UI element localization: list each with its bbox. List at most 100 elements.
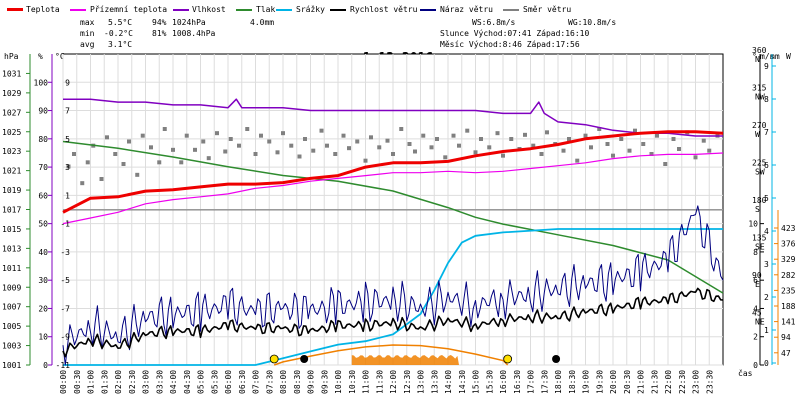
- pressure-unit: hPa: [4, 52, 19, 61]
- humidity-tick-label: 20: [38, 304, 48, 313]
- temperature-unit: °C: [55, 52, 65, 61]
- wind-direction-point: [509, 137, 514, 141]
- wind-speed-tick-label: 8: [753, 248, 758, 257]
- wind-direction-point: [545, 130, 549, 135]
- legend-label-naraz-vetru: Náraz větru: [440, 5, 493, 14]
- wind-direction-point: [575, 158, 580, 163]
- wind-dir-tick-dir: N: [755, 55, 760, 64]
- stat-avg-temp: 3.1°C: [108, 40, 132, 49]
- wind-direction-point: [363, 158, 368, 163]
- wind-direction-point: [377, 145, 382, 150]
- wind-direction-point: [391, 152, 395, 156]
- wind-dir-tick-label: 45: [752, 309, 762, 318]
- moonset-marker: [552, 355, 561, 363]
- wind-direction-point: [66, 164, 71, 169]
- stat-min-temp: -0.2°C: [104, 29, 133, 38]
- wind-direction-point: [473, 150, 478, 155]
- wind-direction-point: [539, 152, 544, 156]
- events-layer: [269, 354, 561, 364]
- wind-direction-point: [105, 135, 109, 140]
- wind-direction-point: [663, 162, 668, 166]
- wind-direction-point: [193, 147, 197, 152]
- solar-tick-label: 235: [781, 286, 796, 295]
- x-tick-label: 01:00: [87, 370, 96, 394]
- legend-item-prizemni-teplota: Přízemní teplota: [70, 5, 167, 14]
- x-tick-label: 06:30: [238, 370, 247, 394]
- wind-direction-point: [627, 148, 632, 153]
- pressure-tick-label: 1031: [2, 69, 21, 78]
- rain-tick-label: 9: [764, 62, 769, 71]
- rain-unit: mm: [770, 52, 780, 61]
- wind-direction-point: [561, 148, 566, 153]
- legend: Teplota Přízemní teplota Vlhkost Tlak Sr…: [7, 5, 571, 14]
- x-tick-label: 23:00: [692, 370, 701, 394]
- legend-item-smer-vetru: Směr větru: [503, 5, 571, 14]
- wind-direction-point: [149, 145, 153, 150]
- wind-dir-tick-label: 270: [752, 121, 767, 130]
- wind-direction-point: [655, 133, 659, 138]
- wind-direction-point: [162, 127, 167, 131]
- humidity-tick-label: 100: [34, 78, 49, 87]
- pressure-tick-label: 1001: [2, 361, 21, 370]
- wind-dir-unit: °: [752, 52, 757, 61]
- x-tick-label: 10:00: [334, 370, 343, 394]
- x-tick-label: 12:30: [403, 370, 412, 394]
- wind-dir-tick-label: 315: [752, 84, 767, 93]
- legend-item-vlhkost: Vlhkost: [173, 5, 226, 14]
- temperature-tick-label: -11: [56, 361, 71, 370]
- wind-direction-point: [140, 133, 145, 138]
- wind-direction-point: [259, 133, 263, 138]
- wind-direction-point: [501, 153, 505, 158]
- humidity-tick-label: 40: [38, 248, 48, 257]
- wind-direction-point: [303, 137, 307, 141]
- wind-direction-point: [399, 127, 404, 131]
- x-tick-label: 18:00: [554, 370, 563, 394]
- wind-direction-point: [289, 143, 294, 148]
- pressure-tick-label: 1019: [2, 186, 21, 195]
- solar-tick-label: 376: [781, 240, 796, 249]
- wind-direction-point: [99, 177, 104, 181]
- wind-direction-point: [275, 150, 280, 155]
- wind-direction-point: [385, 138, 390, 143]
- pressure-tick-label: 1021: [2, 167, 21, 176]
- rain-tick-label: 4: [764, 227, 769, 236]
- stat-max-temp: 5.5°C: [108, 18, 132, 27]
- stat-max-label: max: [80, 18, 95, 27]
- wind-dir-tick-dir: S: [755, 205, 760, 214]
- stat-min-press: 1008.4hPa: [172, 29, 216, 38]
- pressure-tick-label: 1023: [2, 147, 21, 156]
- wind-direction-point: [611, 153, 615, 158]
- series-vlhkost: [63, 98, 723, 137]
- humidity-unit: %: [38, 52, 43, 61]
- wind-dir-tick-dir: W: [755, 130, 760, 139]
- x-tick-label: 16:30: [513, 370, 522, 394]
- solar-tick-label: 188: [781, 302, 796, 311]
- wind-direction-point: [253, 152, 258, 156]
- legend-label-teplota: Teplota: [26, 5, 60, 14]
- stat-max-press: 1024hPa: [172, 18, 206, 27]
- x-tick-label: 10:30: [348, 370, 357, 394]
- wind-direction-point: [267, 139, 272, 144]
- wind-direction-point: [325, 143, 329, 148]
- x-tick-label: 13:30: [430, 370, 439, 394]
- humidity-tick-label: 80: [38, 135, 48, 144]
- pressure-tick-label: 1009: [2, 283, 21, 292]
- x-tick-label: 02:00: [114, 370, 123, 394]
- wind-direction-point: [641, 142, 646, 146]
- rain-tick-label: 3: [764, 260, 769, 269]
- temperature-tick-label: 1: [65, 191, 70, 200]
- wind-speed-tick-label: 10: [748, 220, 758, 229]
- x-tick-label: 15:30: [485, 370, 494, 394]
- x-tick-label: 11:00: [362, 370, 371, 394]
- temperature-tick-label: 7: [65, 107, 70, 116]
- uv-fill: [351, 355, 459, 365]
- plot-grid: [62, 53, 724, 366]
- series-tlak: [62, 140, 724, 294]
- x-tick-label: 00:00: [59, 370, 68, 394]
- x-tick-label: 22:00: [664, 370, 673, 394]
- solar-tick-label: 329: [781, 255, 796, 264]
- series-teplota: [62, 130, 724, 214]
- humidity-tick-label: 60: [38, 191, 48, 200]
- wind-direction-point: [451, 133, 456, 138]
- x-tick-label: 20:30: [623, 370, 632, 394]
